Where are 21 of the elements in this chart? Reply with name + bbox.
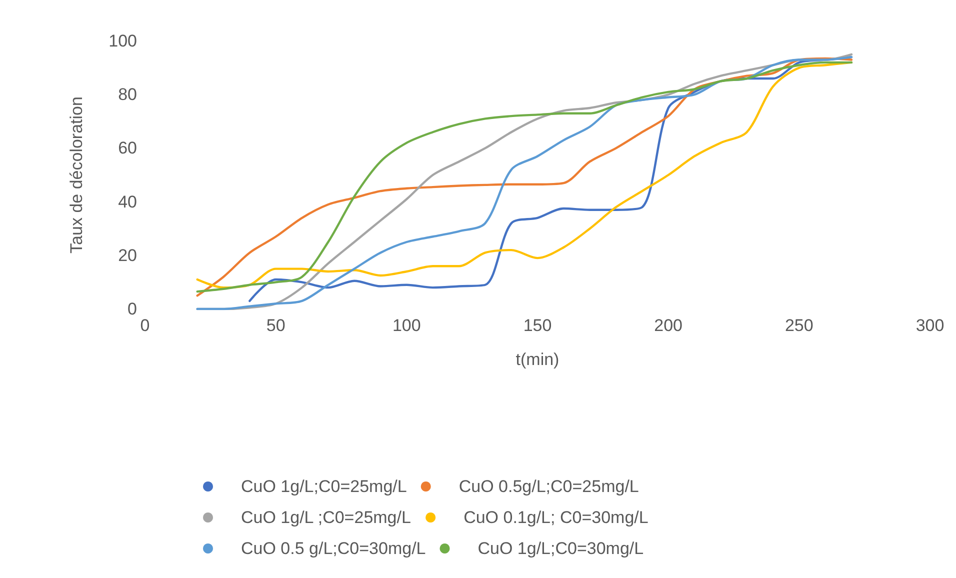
x-tick-label: 250	[784, 316, 814, 335]
y-tick-label: 60	[118, 138, 137, 158]
x-tick-label: 150	[523, 316, 552, 335]
y-tick-label: 80	[118, 85, 137, 104]
legend-label: CuO 1g/L;C0=30mg/L	[478, 539, 644, 558]
legend-label: CuO 1g/L ;C0=25mg/L	[241, 508, 411, 527]
legend-label: CuO 0.5g/L;C0=25mg/L	[458, 477, 639, 496]
x-tick-label: 50	[266, 316, 286, 335]
x-tick-label: 200	[654, 316, 683, 335]
y-tick-label: 20	[118, 246, 137, 265]
y-tick-label: 0	[128, 300, 137, 318]
y-tick-label: 100	[108, 32, 137, 50]
y-tick-label: 40	[118, 192, 137, 212]
legend-label: CuO 1g/L;C0=25mg/L	[241, 477, 407, 496]
legend-label: CuO 0.5 g/L;C0=30mg/L	[241, 539, 426, 558]
x-tick-label: 300	[916, 316, 944, 335]
y-axis-title: Taux de décoloration	[67, 96, 86, 254]
legend-label: CuO 0.1g/L; C0=30mg/L	[464, 508, 648, 527]
x-axis-title: t(min)	[516, 350, 560, 369]
x-tick-label: 100	[392, 316, 421, 335]
x-tick-label: 0	[140, 316, 150, 335]
